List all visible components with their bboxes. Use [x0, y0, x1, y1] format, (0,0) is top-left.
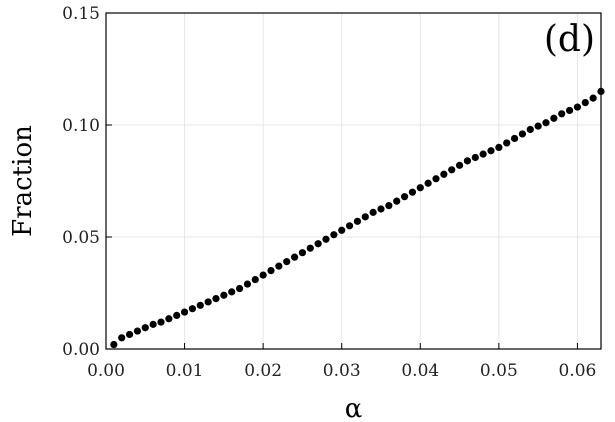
data-point: [283, 258, 291, 266]
grid-lines: [105, 12, 601, 350]
data-point: [204, 298, 212, 306]
data-point: [165, 315, 173, 323]
data-point: [275, 262, 283, 270]
data-points: [110, 87, 605, 349]
data-point: [133, 327, 142, 335]
data-point: [306, 244, 314, 252]
data-point: [471, 153, 479, 162]
data-point: [118, 334, 126, 342]
data-point: [338, 226, 346, 234]
data-point: [369, 208, 377, 216]
data-point: [345, 222, 354, 230]
x-tick-label: 0.06: [558, 361, 596, 381]
plot-frame: [105, 12, 602, 350]
y-tick-label: 0.05: [62, 228, 100, 248]
data-point: [251, 275, 259, 284]
data-point: [393, 197, 401, 205]
data-point: [290, 253, 299, 261]
data-point: [416, 184, 424, 192]
data-point: [565, 106, 574, 115]
data-point: [558, 110, 566, 118]
data-point: [180, 308, 189, 316]
data-point: [463, 157, 472, 165]
y-tick-label: 0.10: [62, 116, 100, 136]
data-point: [173, 311, 181, 319]
x-tick-label: 0.02: [244, 361, 282, 381]
data-point: [196, 301, 204, 309]
data-point: [448, 166, 456, 174]
data-point: [495, 143, 503, 151]
data-point: [188, 305, 197, 313]
x-tick-label: 0.04: [401, 361, 439, 381]
data-point: [550, 114, 558, 122]
x-axis-label: α: [345, 394, 363, 422]
data-point: [503, 139, 511, 147]
data-point: [235, 284, 244, 293]
data-point: [589, 94, 597, 102]
data-point: [573, 103, 582, 111]
data-point: [526, 125, 534, 134]
data-point: [542, 119, 550, 127]
data-point: [408, 188, 417, 196]
data-point: [322, 235, 330, 243]
data-point: [385, 202, 393, 210]
data-point: [228, 288, 236, 296]
x-tick-label: 0.00: [87, 361, 125, 381]
data-point: [314, 240, 322, 248]
panel-label: (d): [544, 19, 595, 60]
data-point: [149, 320, 157, 328]
data-point: [479, 150, 487, 158]
data-point: [267, 267, 275, 275]
axis-ticks: 0.00 0.01 0.02 0.03 0.04 0.05 0.06 0.00 0.05 0.10…: [62, 4, 596, 381]
data-point: [432, 175, 440, 183]
y-tick-label: 0.00: [62, 340, 100, 360]
data-point: [212, 295, 220, 303]
data-point: [243, 280, 252, 288]
data-point: [534, 122, 542, 130]
x-tick-label: 0.05: [480, 361, 518, 381]
y-tick-label: 0.15: [62, 4, 100, 24]
data-point: [400, 193, 409, 201]
data-point: [259, 271, 267, 279]
data-point: [361, 213, 369, 221]
data-point: [518, 130, 527, 138]
data-point: [220, 291, 228, 299]
data-point: [455, 161, 464, 169]
x-tick-label: 0.03: [323, 361, 361, 381]
x-tick-label: 0.01: [166, 361, 204, 381]
data-point: [141, 324, 149, 332]
data-point: [377, 205, 385, 213]
y-axis-label: Fraction: [8, 125, 38, 237]
data-point: [298, 249, 307, 257]
data-point: [125, 330, 134, 339]
data-point: [157, 318, 165, 326]
data-point: [487, 147, 495, 155]
data-point: [353, 217, 362, 225]
data-point: [510, 134, 519, 143]
data-point: [581, 99, 589, 107]
data-point: [330, 231, 338, 239]
data-point: [440, 170, 448, 178]
data-point: [110, 340, 118, 349]
data-point: [424, 179, 432, 187]
